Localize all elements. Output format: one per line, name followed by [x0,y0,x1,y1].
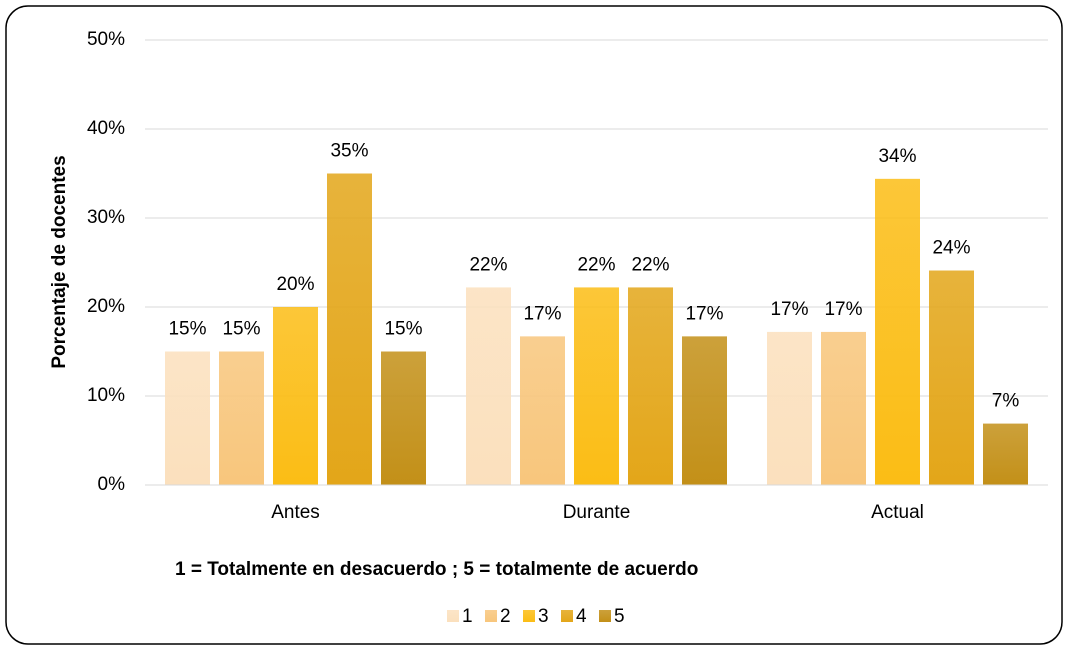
bar [875,178,920,485]
legend-swatch [599,610,611,622]
bar [929,270,974,485]
y-tick-label: 20% [87,296,125,317]
data-label: 24% [932,238,970,259]
bar [767,331,812,485]
bar [165,351,210,485]
y-tick-label: 50% [87,29,125,50]
data-label: 15% [222,319,260,340]
bar [574,287,619,485]
bar [327,173,372,485]
y-tick-label: 30% [87,207,125,228]
x-tick-label: Antes [271,502,320,523]
data-label: 34% [878,146,916,167]
data-label: 17% [770,299,808,320]
legend-label: 4 [576,606,587,627]
data-label: 22% [469,254,507,275]
bar [466,287,511,485]
legend-label: 1 [462,606,473,627]
data-label: 35% [330,141,368,162]
bar [821,331,866,485]
data-label: 20% [276,274,314,295]
legend-swatch [447,610,459,622]
legend-swatch [523,610,535,622]
data-label: 7% [992,391,1020,412]
y-tick-label: 40% [87,118,125,139]
bar [273,307,318,485]
data-label: 17% [523,303,561,324]
data-label: 17% [685,303,723,324]
data-label: 17% [824,299,862,320]
note: 1 = Totalmente en desacuerdo ; 5 = total… [175,559,698,580]
legend-swatch [561,610,573,622]
y-tick-label: 10% [87,385,125,406]
bar [381,351,426,485]
data-label: 22% [631,254,669,275]
x-tick-label: Durante [563,502,631,523]
legend-label: 3 [538,606,549,627]
y-tick-label: 0% [98,474,126,495]
data-label: 22% [577,254,615,275]
bar [682,336,727,485]
bar [219,351,264,485]
bar [628,287,673,485]
x-tick-label: Actual [871,502,924,523]
legend-label: 2 [500,606,511,627]
legend-label: 5 [614,606,625,627]
bar [983,423,1028,485]
legend-swatch [485,610,497,622]
y-axis-label: Porcentaje de docentes [49,155,70,368]
bar [520,336,565,485]
data-label: 15% [168,319,206,340]
data-label: 15% [384,319,422,340]
